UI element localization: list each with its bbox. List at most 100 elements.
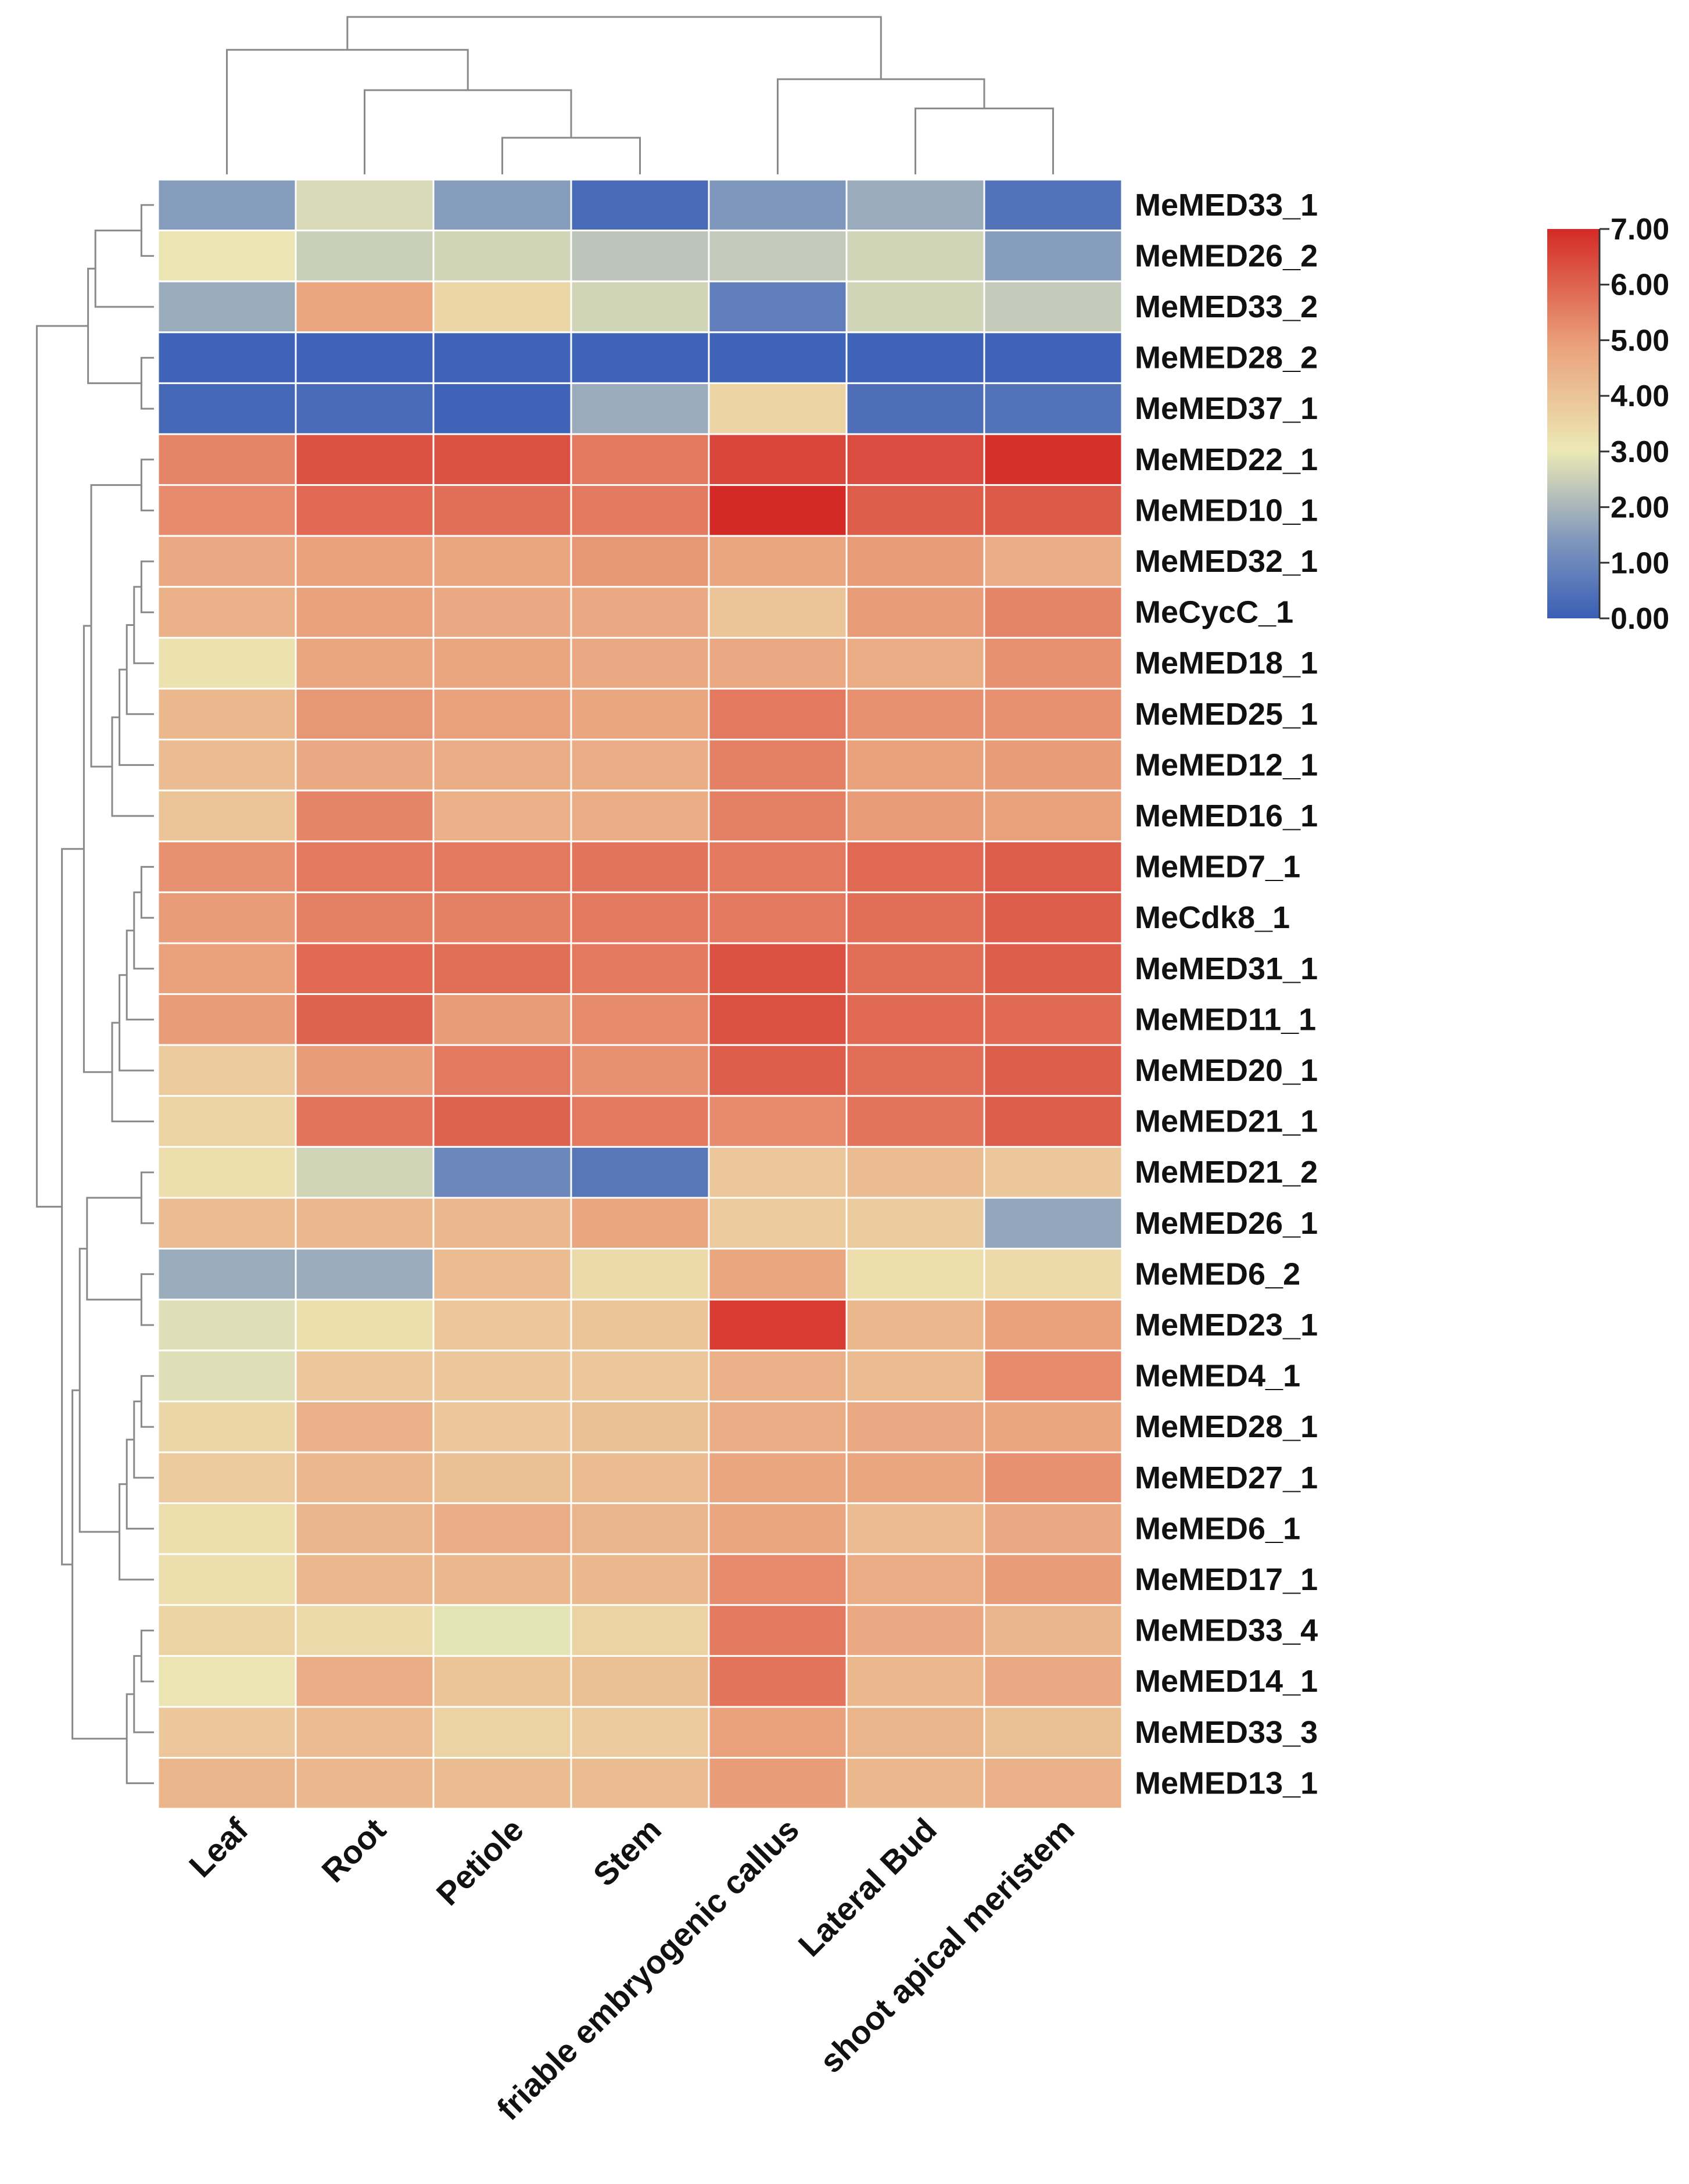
dendrogram-branch	[125, 624, 154, 715]
heatmap-cell	[708, 1044, 848, 1097]
heatmap-cell	[570, 1451, 710, 1505]
heatmap-cell	[570, 230, 710, 282]
heatmap-cell	[432, 1655, 572, 1708]
heatmap-cell	[983, 739, 1123, 792]
row-label: MeMED22_1	[1135, 442, 1318, 477]
heatmap-cell	[570, 178, 710, 232]
heatmap-cell	[295, 942, 435, 996]
heatmap-cell	[983, 688, 1123, 741]
heatmap-cell	[845, 1502, 985, 1555]
dendrogram-branch	[86, 1197, 142, 1301]
dendrogram-branch	[364, 89, 572, 174]
heatmap-cell	[708, 586, 848, 639]
heatmap-cell	[983, 993, 1123, 1046]
heatmap-cell	[570, 586, 710, 639]
dendrogram-branch	[111, 716, 154, 817]
heatmap-cell	[570, 636, 710, 690]
heatmap-cell	[157, 280, 297, 334]
heatmap-cell	[708, 1706, 848, 1759]
dendrogram-branch	[777, 78, 985, 174]
heatmap-cell	[708, 331, 848, 384]
heatmap-cell	[708, 739, 848, 792]
heatmap-cell	[432, 1197, 572, 1250]
heatmap-cell	[845, 280, 985, 334]
heatmap-cell	[983, 484, 1123, 537]
heatmap-cell	[157, 1197, 297, 1250]
dendrogram-branch	[35, 325, 88, 1208]
heatmap-cell	[845, 1706, 985, 1759]
heatmap-cell	[432, 1095, 572, 1148]
heatmap-cell	[570, 1095, 710, 1148]
heatmap-cell	[708, 1400, 848, 1453]
column-label: Lateral Bud	[791, 1811, 944, 1963]
column-label: Petiole	[429, 1811, 530, 1912]
heatmap-cell	[295, 1451, 435, 1505]
heatmap-cell	[157, 484, 297, 537]
heatmap-cell	[708, 1095, 848, 1148]
heatmap-cell	[157, 1248, 297, 1301]
heatmap-cell	[295, 230, 435, 282]
dendrogram-branch	[125, 1438, 154, 1530]
heatmap-cell	[295, 1145, 435, 1199]
heatmap-cell	[157, 535, 297, 588]
heatmap-cell	[157, 1145, 297, 1199]
heatmap-cell	[295, 1757, 435, 1810]
heatmap-cells	[157, 178, 1123, 1810]
heatmap-cell	[708, 382, 848, 435]
row-label: MeMED23_1	[1135, 1308, 1318, 1342]
row-label: MeCdk8_1	[1135, 900, 1290, 935]
heatmap-cell	[708, 1451, 848, 1505]
heatmap-cell	[983, 891, 1123, 944]
heatmap-cell	[845, 1044, 985, 1097]
row-label: MeMED26_2	[1135, 238, 1318, 273]
heatmap-cell	[570, 1248, 710, 1301]
row-label: MeMED6_1	[1135, 1511, 1300, 1546]
dendrogram-branch	[83, 625, 112, 1073]
row-label: MeMED18_1	[1135, 646, 1318, 681]
heatmap-cell	[157, 789, 297, 843]
heatmap-cell	[983, 636, 1123, 690]
heatmap-cell	[708, 535, 848, 588]
heatmap-cell	[983, 1655, 1123, 1708]
heatmap-cell	[295, 636, 435, 690]
heatmap-cell	[570, 1044, 710, 1097]
heatmap-cell	[295, 993, 435, 1046]
heatmap-cell	[983, 331, 1123, 384]
dendrogram-branch	[140, 204, 154, 257]
dendrogram-branch	[140, 1375, 154, 1428]
heatmap-cell	[432, 1400, 572, 1453]
colorbar-tick-label: 4.00	[1611, 379, 1669, 413]
heatmap-cell	[295, 1349, 435, 1402]
heatmap-cell	[570, 1604, 710, 1657]
heatmap-cell	[983, 789, 1123, 843]
heatmap-cell	[845, 1248, 985, 1301]
dendrogram-branch	[501, 137, 641, 174]
row-label: MeMED32_1	[1135, 544, 1318, 579]
heatmap-cell	[708, 891, 848, 944]
heatmap-cell	[845, 789, 985, 843]
heatmap-cell	[570, 1553, 710, 1606]
heatmap-cell	[983, 1451, 1123, 1505]
heatmap-cell	[157, 1044, 297, 1097]
dendrogram-branch	[125, 1693, 154, 1784]
heatmap-cell	[295, 1604, 435, 1657]
heatmap-cell	[983, 382, 1123, 435]
heatmap-cell	[983, 1706, 1123, 1759]
colorbar-tick-label: 1.00	[1611, 546, 1669, 580]
heatmap-cell	[157, 688, 297, 741]
heatmap-cell	[157, 1400, 297, 1453]
heatmap-cell	[295, 484, 435, 537]
row-label: MeMED27_1	[1135, 1460, 1318, 1495]
colorbar-tick-label: 5.00	[1611, 324, 1669, 357]
row-label: MeMED33_2	[1135, 289, 1318, 324]
heatmap-cell	[432, 178, 572, 232]
heatmap-cell	[570, 1757, 710, 1810]
heatmap-cell	[295, 178, 435, 232]
heatmap-cell	[432, 636, 572, 690]
dendrogram-branch	[140, 1273, 154, 1326]
heatmap-cell	[983, 178, 1123, 232]
heatmap-cell	[983, 1298, 1123, 1352]
heatmap-cell	[432, 1604, 572, 1657]
